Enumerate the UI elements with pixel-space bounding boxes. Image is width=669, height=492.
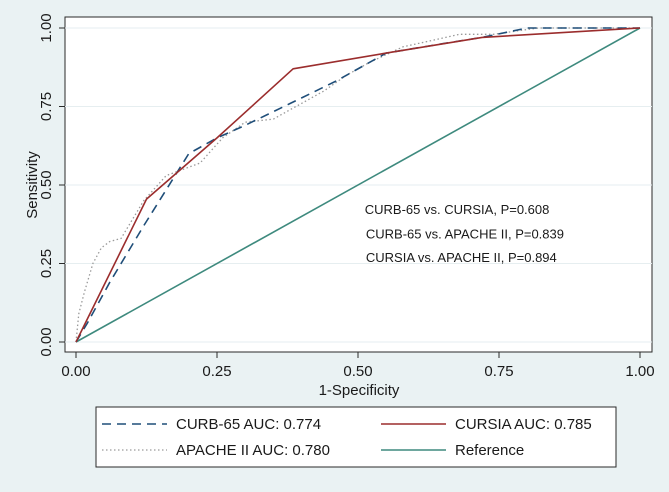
legend-label: APACHE II AUC: 0.780	[176, 442, 330, 459]
y-tick-label: 1.00	[38, 13, 55, 42]
legend-box	[95, 406, 617, 468]
axes: 0.00 0.25 0.50 0.75 1.00 0.00 0.25 0.50 0.75 1.00	[38, 13, 655, 380]
series-line-cursia	[75, 27, 641, 343]
x-tick-label: 0.75	[484, 363, 513, 380]
annotation-text: CURB-65 vs. CURSIA, P=0.608	[365, 202, 550, 217]
legend-label: Reference	[455, 442, 524, 459]
annotation-text: CURB-65 vs. APACHE II, P=0.839	[366, 226, 564, 241]
legend: CURB-65 AUC: 0.774 CURSIA AUC: 0.785 APACH…	[102, 416, 592, 459]
x-tick-label: 0.50	[343, 363, 372, 380]
annotation-text: CURSIA vs. APACHE II, P=0.894	[366, 250, 557, 265]
y-tick-label: 0.50	[38, 170, 55, 199]
y-axis-label: Sensitivity	[24, 151, 41, 219]
x-axis-label: 1-Specificity	[319, 382, 400, 399]
series-lines	[75, 27, 641, 343]
y-tick-label: 0.00	[38, 327, 55, 356]
series-line-reference	[75, 27, 641, 343]
legend-label: CURSIA AUC: 0.785	[455, 416, 592, 433]
x-tick-label: 1.00	[625, 363, 654, 380]
x-tick-label: 0.00	[61, 363, 90, 380]
x-tick-label: 0.25	[202, 363, 231, 380]
y-tick-label: 0.75	[38, 92, 55, 121]
annotations: CURB-65 vs. CURSIA, P=0.608 CURB-65 vs. A…	[365, 202, 564, 265]
legend-label: CURB-65 AUC: 0.774	[176, 416, 321, 433]
y-tick-label: 0.25	[38, 249, 55, 278]
